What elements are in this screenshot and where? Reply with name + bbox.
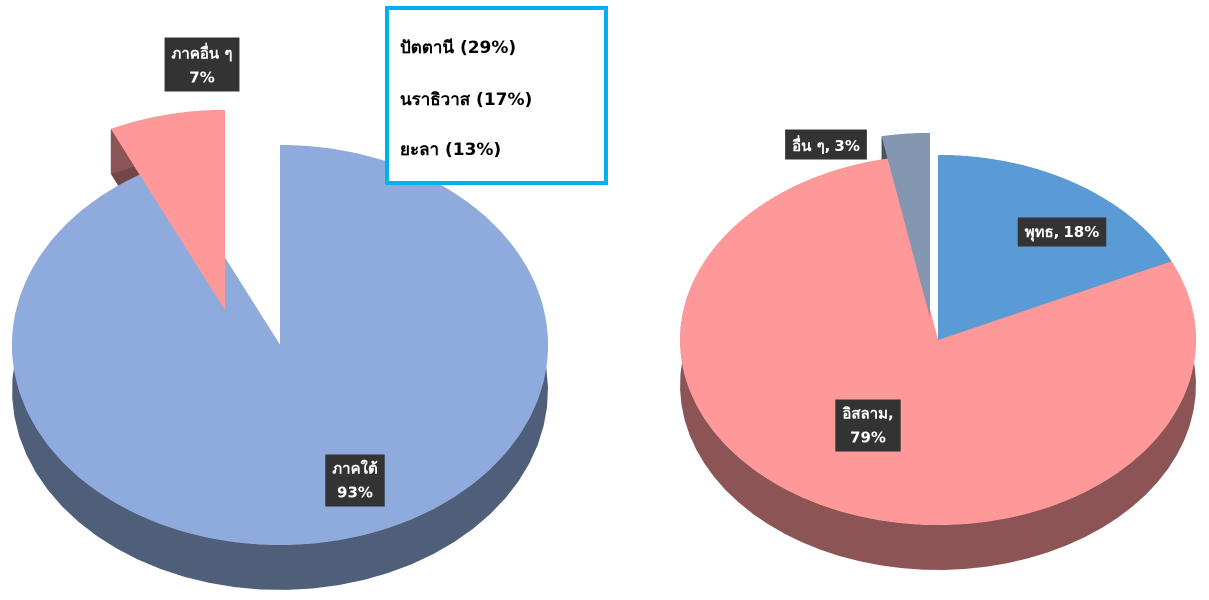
slice (938, 155, 1172, 340)
label-text: พุทธ, 18% (1025, 223, 1100, 242)
data-label: ภาคใต้ 93% (325, 454, 385, 507)
label-box (325, 454, 385, 507)
annotation: ยะลา (13%) (400, 140, 501, 160)
annotation-box (385, 6, 608, 185)
label-category: ภาคอื่น ๆ (172, 43, 233, 63)
slice (680, 158, 1197, 525)
label-box (785, 129, 867, 160)
data-label: อื่น ๆ, 3% (785, 129, 867, 160)
data-label: พุทธ, 18% (1017, 217, 1107, 247)
slice (110, 110, 225, 310)
label-box (1017, 217, 1107, 247)
annotation: นราธิวาส (17%) (400, 90, 532, 110)
label-value: 3% (834, 137, 859, 155)
pie-tops (11, 110, 548, 545)
label-text: อื่น ๆ, 3% (792, 135, 860, 155)
label-value: 7% (189, 69, 214, 87)
annotation: ปัตตานี (29%) (400, 37, 516, 58)
label-box (164, 37, 240, 92)
pie-tops (680, 133, 1197, 525)
label-box (835, 399, 901, 452)
data-label: ภาคอื่น ๆ 7% (164, 37, 240, 92)
label-value: 18% (1063, 223, 1099, 241)
label-value: 93% (337, 484, 373, 502)
label-category: อิสลาม, (842, 405, 893, 423)
slice (881, 133, 930, 318)
data-label: อิสลาม, 79% (835, 399, 901, 452)
label-category: พุทธ, (1025, 223, 1060, 242)
slice (11, 145, 548, 545)
label-category: อื่น ๆ, (792, 135, 830, 155)
label-category: ภาคใต้ (332, 460, 377, 478)
label-value: 79% (850, 429, 886, 447)
